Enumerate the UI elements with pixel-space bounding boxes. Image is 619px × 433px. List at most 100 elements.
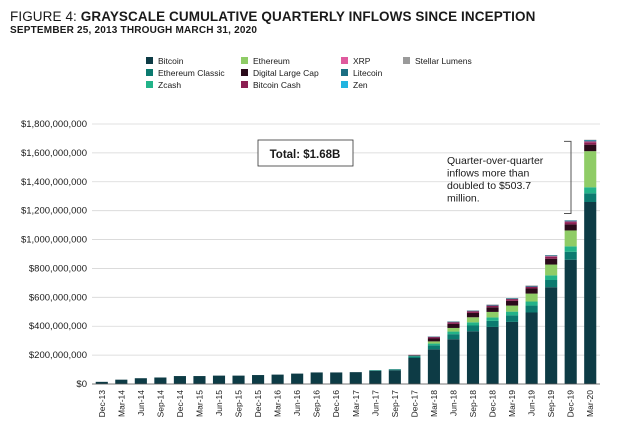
bar-zcash-dec-17 [408,355,421,357]
x-tick-label: Jun-16 [292,390,302,416]
bar-litecoin-jun-19 [525,285,538,287]
bar-bitcoin-dec-16 [330,372,343,384]
legend-swatch-ethereum-classic [146,69,153,76]
bar-zcash-dec-19 [564,246,577,252]
bar-xrp-mar-20 [584,141,597,143]
y-axis: $0 $200,000,000 $400,000,000 $600,000,000 $8… [21,119,87,390]
bar-xrp-dec-19 [564,221,577,223]
bar-bitcoin-dec-18 [486,326,499,384]
bar-bitcoin-cash-jun-18 [447,322,460,324]
x-tick-label: Mar-17 [351,390,361,417]
bar-bitcoin-dec-17 [408,358,421,384]
y-tick-label: $1,000,000,000 [21,235,87,246]
x-tick-label: Jun-17 [370,390,380,416]
bar-ethereum-classic-jun-17 [369,370,382,371]
legend-swatch-zcash [146,81,153,88]
bar-bitcoin-cash-dec-18 [486,305,499,308]
legend-label-digital-large-cap: Digital Large Cap [253,68,319,78]
bar-stellar-lumens-jun-18 [447,321,460,322]
figure-title: FIGURE 4: GRAYSCALE CUMULATIVE QUARTERLY… [10,9,535,24]
bar-litecoin-dec-18 [486,304,499,306]
bar-bitcoin-cash-mar-20 [584,142,597,145]
legend-label-zcash: Zcash [158,80,181,90]
bar-digital-large-cap-mar-19 [506,300,519,306]
bar-ethereum-classic-sep-19 [545,280,558,288]
x-tick-label: Sep-14 [155,390,165,418]
legend-swatch-litecoin [341,69,348,76]
y-tick-label: $1,400,000,000 [21,177,87,188]
y-tick-label: $0 [76,379,87,390]
x-tick-label: Dec-19 [566,390,576,418]
bar-zcash-jun-18 [447,331,460,335]
total-box [257,139,354,167]
bar-bitcoin-sep-18 [466,331,480,384]
x-tick-label: Mar-20 [585,390,595,417]
bar-bitcoin-dec-13 [95,381,108,384]
note-bracket [564,140,572,215]
x-tick-label: Dec-15 [253,390,263,418]
bar-bitcoin-dec-15 [252,375,265,384]
bar-zcash-sep-18 [466,322,480,326]
x-axis: Dec-13 Mar-14 Jun-14 Sep-14 Dec-14 Mar-15 Jun-… [92,383,600,418]
bar-ethereum-jun-19 [525,293,538,302]
bar-bitcoin-sep-15 [232,375,245,384]
bar-ethereum-mar-19 [506,305,519,312]
x-tick-label: Mar-14 [116,390,126,417]
bar-ethereum-sep-19 [545,264,558,276]
bar-bitcoin-jun-16 [291,373,304,384]
legend: Bitcoin Ethereum XRP Stellar Lumens Ethereum… [146,56,472,90]
legend-label-ethereum: Ethereum [253,56,290,66]
legend-swatch-xrp [341,57,348,64]
bar-ethereum-dec-18 [486,311,499,318]
bar-ethereum-classic-mar-19 [506,315,519,322]
x-tick-label: Mar-15 [194,390,204,417]
bar-zen-mar-20 [584,140,597,141]
x-tick-label: Mar-16 [273,390,283,417]
x-tick-label: Dec-18 [488,390,498,418]
figure-title-text: GRAYSCALE CUMULATIVE QUARTERLY INFLOWS S… [80,9,536,24]
bar-stellar-lumens-mar-18 [427,336,440,337]
bar-xrp-sep-19 [545,256,558,257]
note-line: inflows more than [447,168,529,180]
bar-ethereum-mar-18 [427,341,440,344]
bar-litecoin-mar-19 [506,298,519,300]
bar-bitcoin-cash-dec-19 [564,222,577,225]
bar-bitcoin-mar-16 [271,374,284,384]
x-tick-label: Sep-18 [468,390,478,418]
bar-stellar-lumens-sep-18 [466,310,480,311]
bar-ethereum-classic-dec-17 [408,356,421,358]
bar-stellar-lumens-jun-19 [525,285,538,286]
x-tick-label: Jun-18 [448,390,458,416]
bar-bitcoin-cash-mar-19 [506,299,519,301]
x-tick-label: Dec-16 [331,390,341,418]
legend-swatch-bitcoin-cash [241,81,248,88]
bar-bitcoin-jun-17 [369,371,382,384]
legend-label-stellar-lumens: Stellar Lumens [415,56,472,66]
bar-bitcoin-mar-15 [193,376,206,384]
x-tick-label: Mar-19 [507,390,517,417]
y-tick-label: $1,600,000,000 [21,148,87,159]
bar-digital-large-cap-jun-19 [525,288,538,294]
bar-ethereum-classic-dec-18 [486,320,499,327]
legend-swatch-digital-large-cap [241,69,248,76]
y-tick-label: $1,800,000,000 [21,119,87,130]
total-label: Total: $1.68B [270,149,341,161]
legend-swatch-bitcoin [146,57,153,64]
bar-zcash-sep-19 [545,275,558,280]
x-tick-label: Sep-17 [390,390,400,418]
note-line: doubled to $503.7 [447,180,531,192]
bar-ethereum-classic-jun-18 [447,334,460,340]
bar-bitcoin-dec-19 [564,259,577,384]
y-tick-label: $800,000,000 [29,263,87,274]
bar-litecoin-sep-19 [545,255,558,257]
legend-swatch-zen [341,81,348,88]
bar-digital-large-cap-sep-19 [545,258,558,265]
y-tick-label: $400,000,000 [29,321,87,332]
bar-ethereum-jun-18 [447,327,460,332]
bar-digital-large-cap-mar-18 [427,338,440,342]
bar-ethereum-sep-18 [466,317,480,323]
figure-subtitle: SEPTEMBER 25, 2013 THROUGH MARCH 31, 202… [10,25,258,36]
bar-zcash-mar-20 [584,187,597,194]
legend-swatch-ethereum [241,57,248,64]
bar-stellar-lumens-sep-19 [545,255,558,256]
